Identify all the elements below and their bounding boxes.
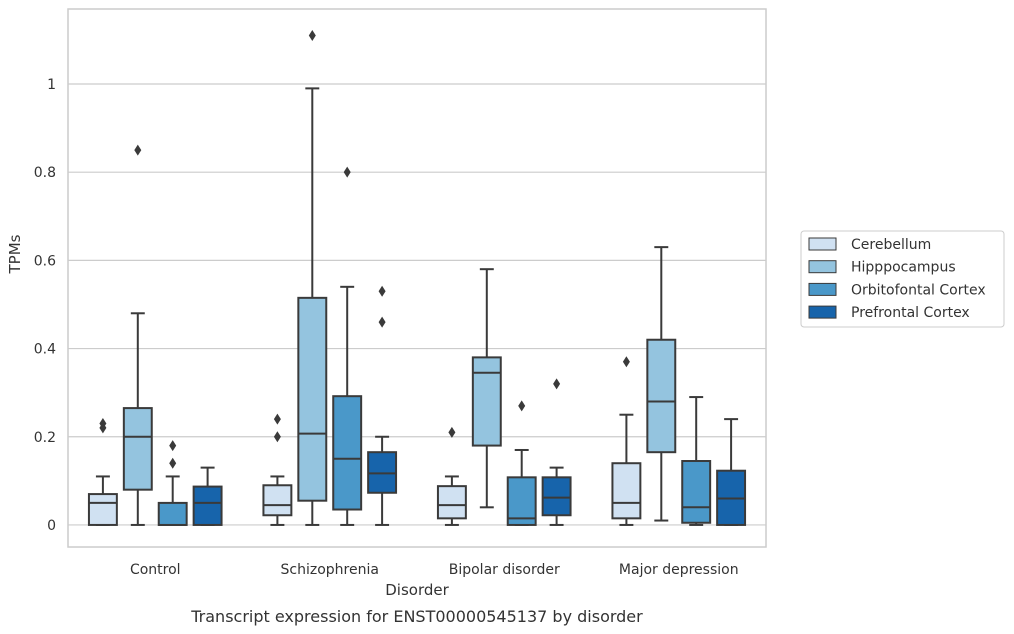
- y-tick-label: 0.4: [34, 342, 56, 358]
- y-axis-ticks: 0 0.2 0.4 0.6 0.8 1: [34, 77, 56, 534]
- outlier-point: [518, 400, 526, 412]
- legend-label: Prefrontal Cortex: [851, 305, 970, 321]
- y-tick-label: 0.2: [34, 430, 56, 446]
- box-0-0: [87, 418, 118, 526]
- x-tick-label: Major depression: [619, 562, 739, 578]
- outlier-point: [448, 426, 456, 438]
- y-tick-label: 0: [47, 518, 56, 534]
- box-body: [262, 484, 293, 517]
- box-body: [611, 462, 642, 520]
- box-body: [681, 460, 712, 524]
- legend-swatch: [808, 282, 837, 296]
- box-body: [646, 338, 677, 454]
- outlier-point: [169, 457, 177, 469]
- box-body: [122, 407, 153, 491]
- box-body: [87, 493, 118, 526]
- legend-label: Hipppocampus: [851, 260, 956, 276]
- outlier-point: [343, 166, 351, 178]
- legend-swatch: [808, 237, 837, 251]
- outlier-point: [169, 440, 177, 452]
- x-axis-label: Disorder: [385, 581, 449, 599]
- box-2-2: [506, 400, 537, 526]
- legend-label: Cerebellum: [851, 237, 931, 253]
- outlier-point: [308, 29, 316, 41]
- box-body: [297, 296, 328, 502]
- outlier-point: [99, 418, 107, 430]
- box-3-2: [541, 378, 572, 526]
- outlier-point: [273, 431, 281, 443]
- box-1-2: [471, 268, 502, 509]
- box-3-0: [192, 466, 223, 526]
- box-body: [471, 356, 502, 447]
- box-body: [192, 485, 223, 526]
- outlier-point: [134, 144, 142, 156]
- grid-lines: [68, 83, 766, 526]
- box-2-0: [157, 440, 188, 526]
- plot-frame: [67, 8, 767, 548]
- box-0-2: [436, 426, 467, 526]
- legend-frame: [800, 230, 1005, 328]
- box-3-3: [716, 418, 747, 526]
- box-1-1: [297, 29, 328, 526]
- x-axis-ticks: Control Schizophrenia Bipolar disorder Majo…: [130, 562, 739, 578]
- box-1-0: [122, 144, 153, 526]
- box-body: [436, 485, 467, 520]
- legend-swatch: [808, 305, 837, 319]
- box-2-1: [332, 166, 363, 526]
- legend: Cerebellum Hipppocampus Orbitofontal Corte…: [800, 230, 1005, 328]
- box-1-3: [646, 246, 677, 522]
- box-3-1: [367, 285, 398, 526]
- x-tick-label: Schizophrenia: [281, 562, 379, 578]
- outlier-point: [378, 285, 386, 297]
- y-tick-label: 0.8: [34, 165, 56, 181]
- box-body: [541, 476, 572, 517]
- outlier-point: [273, 413, 281, 425]
- outlier-point: [553, 378, 561, 390]
- box-0-3: [611, 356, 642, 526]
- y-tick-label: 0.6: [34, 253, 56, 269]
- legend-label: Orbitofontal Cortex: [851, 282, 986, 298]
- x-tick-label: Bipolar disorder: [449, 562, 560, 578]
- box-body: [506, 476, 537, 526]
- outlier-point: [622, 356, 630, 368]
- box-0-1: [262, 413, 293, 526]
- y-axis-label: TPMs: [6, 234, 24, 274]
- x-tick-label: Control: [130, 562, 181, 578]
- box-series: [87, 29, 747, 526]
- legend-swatch: [808, 260, 837, 274]
- box-body: [157, 501, 188, 526]
- chart-caption: Transcript expression for ENST0000054513…: [190, 607, 643, 626]
- outlier-point: [378, 316, 386, 328]
- box-2-3: [681, 396, 712, 526]
- box-body: [332, 395, 363, 511]
- y-tick-label: 1: [47, 77, 56, 93]
